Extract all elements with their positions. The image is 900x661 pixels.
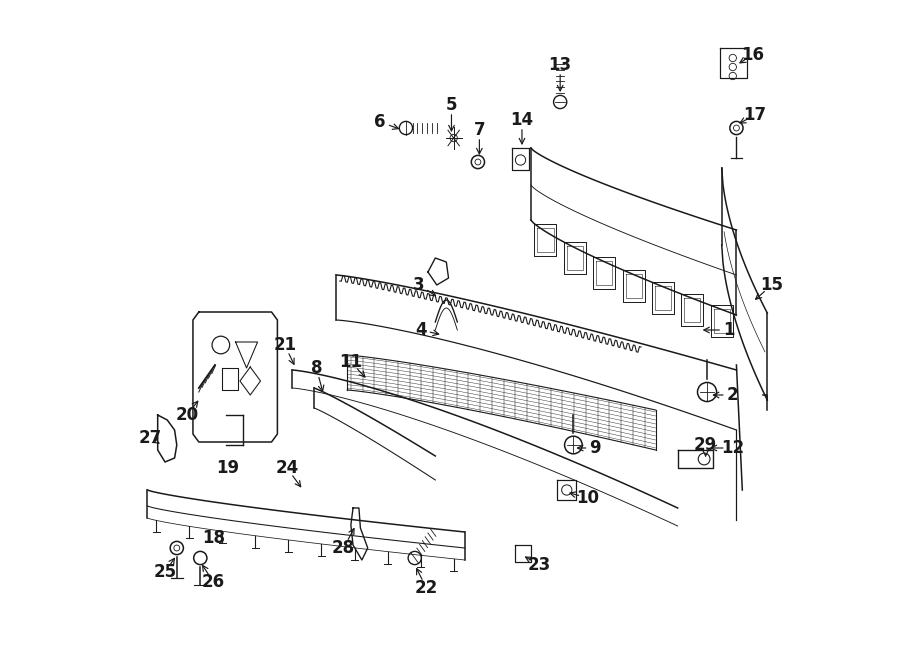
Text: 24: 24 (275, 459, 299, 477)
Text: 11: 11 (339, 353, 363, 371)
Text: 1: 1 (724, 321, 734, 339)
Text: 23: 23 (528, 556, 551, 574)
Text: 4: 4 (415, 321, 427, 339)
Text: 6: 6 (374, 113, 386, 131)
Text: 18: 18 (202, 529, 225, 547)
Text: 29: 29 (694, 436, 717, 454)
Text: 12: 12 (721, 439, 744, 457)
Text: 14: 14 (510, 111, 534, 129)
Text: 17: 17 (743, 106, 767, 124)
Text: 2: 2 (727, 386, 739, 404)
Text: 25: 25 (154, 563, 176, 581)
Text: 15: 15 (760, 276, 783, 294)
Text: 3: 3 (413, 276, 425, 294)
Text: 13: 13 (549, 56, 572, 74)
Text: 21: 21 (274, 336, 296, 354)
Text: 20: 20 (176, 406, 199, 424)
Text: 27: 27 (139, 429, 162, 447)
Text: 26: 26 (202, 573, 225, 591)
Text: 9: 9 (590, 439, 601, 457)
Text: 10: 10 (577, 489, 599, 507)
Text: 8: 8 (310, 359, 322, 377)
Text: 28: 28 (332, 539, 356, 557)
Text: 16: 16 (741, 46, 764, 64)
Text: 5: 5 (446, 96, 457, 114)
Text: 7: 7 (473, 121, 485, 139)
Text: 19: 19 (217, 459, 239, 477)
Text: 22: 22 (415, 579, 438, 597)
